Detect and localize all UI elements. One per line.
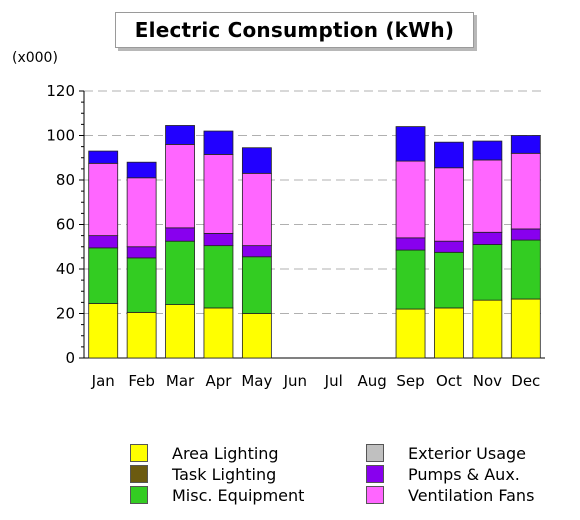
bar-segment [472,140,503,161]
bar-segment [472,299,503,359]
x-tick-label: Jun [283,372,307,390]
bar-segment [510,152,541,230]
bar-segment [472,231,503,245]
x-tick-label: Oct [436,372,462,390]
bar-segment [241,256,272,314]
bar-segment [241,245,272,258]
bar-segment [241,172,272,247]
bar-segment [395,249,426,310]
bar-segment [88,235,119,249]
y-tick-label: 80 [56,171,75,189]
x-tick-label: Sep [396,372,424,390]
bar-segment [126,246,157,259]
bar-segment [434,240,464,253]
bar-segment [395,308,426,359]
bar-segment [510,239,541,300]
bar-segment [510,135,541,154]
bar-segment [88,162,119,237]
bar-segment [203,130,234,155]
chart-title: Electric Consumption (kWh) [115,12,474,48]
bar-segment [472,244,503,301]
bar-segment [126,177,157,248]
bar-segment [434,251,464,309]
bar-segment [510,228,541,241]
bar-segment [395,160,426,239]
x-tick-label: May [241,372,272,390]
x-tick-label: Apr [205,372,232,390]
x-tick-label: Feb [128,372,155,390]
bar-segment [165,304,195,359]
bar-segment [126,257,157,313]
y-tick-label: 0 [65,349,75,367]
bar-segment [88,303,119,359]
chart-title-text: Electric Consumption (kWh) [134,18,455,42]
bar-segment [203,232,234,247]
bar-segment [203,307,234,359]
bar-segment [203,245,234,309]
bar-segment [395,237,426,251]
y-tick-label: 60 [56,216,75,234]
bar-segment [203,154,234,234]
bar-segment [434,307,464,359]
x-tick-label: Jul [324,372,343,390]
y-tick-label: 40 [56,260,75,278]
y-tick-label: 100 [46,127,75,145]
bar-segment [241,147,272,174]
bar-segment [395,126,426,162]
bar-segment [126,161,157,179]
bar-segment [126,311,157,359]
y-tick-label: 120 [46,82,75,100]
bar-segment [165,240,195,305]
bar-segment [510,298,541,359]
bar-segment [472,159,503,233]
bar-segment [88,150,119,164]
x-tick-label: Nov [473,372,502,390]
bar-segment [241,313,272,359]
bar-segment [165,227,195,242]
bar-segment [434,167,464,242]
x-tick-label: Mar [166,372,195,390]
bar-segment [165,125,195,145]
y-unit-label: (x000) [12,50,58,66]
bar-segment [434,141,464,169]
bar-segment [165,143,195,229]
x-tick-label: Dec [511,372,540,390]
bar-segment [88,247,119,304]
y-tick-label: 20 [56,305,75,323]
x-tick-label: Aug [357,372,386,390]
x-tick-label: Jan [91,372,115,390]
